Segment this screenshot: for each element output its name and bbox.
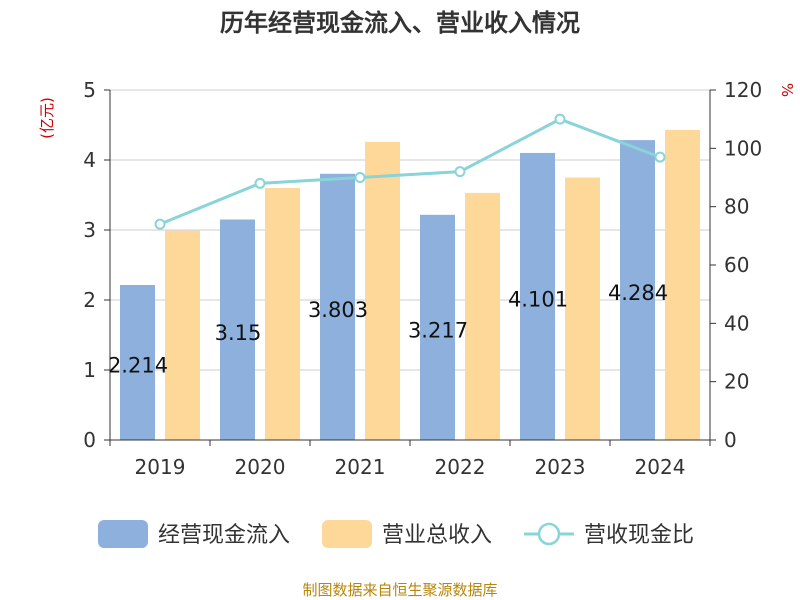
x-tick-label: 2019 [135,455,186,479]
legend-swatch [98,520,148,548]
x-tick-label: 2020 [235,455,286,479]
left-tick-label: 3 [83,218,96,242]
right-tick-label: 120 [724,78,762,102]
legend-marker [537,522,561,546]
chart-title: 历年经营现金流入、营业收入情况 [220,9,580,37]
revenue-bar [565,177,600,440]
ratio-point [354,172,366,183]
cash-inflow-bar [520,152,555,440]
cash-inflow-bar [420,214,455,440]
cash-inflow-data-label: 3.15 [215,321,262,345]
right-tick-label: 20 [724,370,749,394]
ratio-point [554,113,566,125]
right-axis-unit: % [778,83,796,97]
cash-inflow-bar [120,285,155,440]
ratio-point [154,218,166,230]
ratio-point [254,177,266,189]
x-tick-label: 2023 [535,455,586,479]
revenue-bar [465,192,500,440]
left-tick-label: 4 [83,148,96,172]
right-tick-label: 60 [724,253,749,277]
right-tick-label: 40 [724,311,749,335]
right-tick-label: 0 [724,428,737,452]
data-labels: 2.214 3.15 3.803 3.217 4.101 4.284 [108,281,668,377]
cash-inflow-data-label: 4.101 [508,287,568,311]
x-tick-label: 2021 [335,455,386,479]
revenue-bar [165,230,200,440]
axes: 0 1 2 3 4 5 0 20 40 60 80 100 120 2019 2020 2021 2022 202… [83,78,762,479]
ratio-line [154,113,666,230]
revenue-bar [665,129,700,440]
x-tick-label: 2024 [635,455,686,479]
ratio-line-path [159,117,661,226]
left-tick-label: 1 [83,358,96,382]
cash-inflow-data-label: 2.214 [108,354,168,378]
gridlines [110,89,710,371]
cash-inflow-data-label: 4.284 [608,281,668,305]
legend-label: 经营现金流入 [158,523,290,548]
bars [120,129,700,441]
cash-inflow-bar [620,140,655,440]
cash-inflow-bar [320,173,355,441]
revenue-bar [365,141,400,441]
cash-inflow-data-label: 3.803 [308,298,368,322]
legend-label: 营业总收入 [382,523,492,548]
right-tick-label: 100 [724,136,762,160]
legend-label: 营收现金比 [584,523,694,548]
cash-inflow-bar [220,219,255,440]
left-tick-label: 5 [83,78,96,102]
ratio-point [654,151,666,163]
legend: 经营现金流入 营业总收入 营收现金比 [98,520,694,548]
left-tick-label: 2 [83,288,96,312]
left-axis-unit: (亿元) [38,97,56,139]
ratio-point [454,166,466,178]
legend-swatch [322,520,372,548]
left-tick-label: 0 [83,428,96,452]
right-tick-label: 80 [724,195,749,219]
source-note: 制图数据来自恒生聚源数据库 [302,581,497,599]
x-tick-label: 2022 [435,455,486,479]
cash-inflow-data-label: 3.217 [408,318,468,342]
revenue-bar [265,188,300,440]
